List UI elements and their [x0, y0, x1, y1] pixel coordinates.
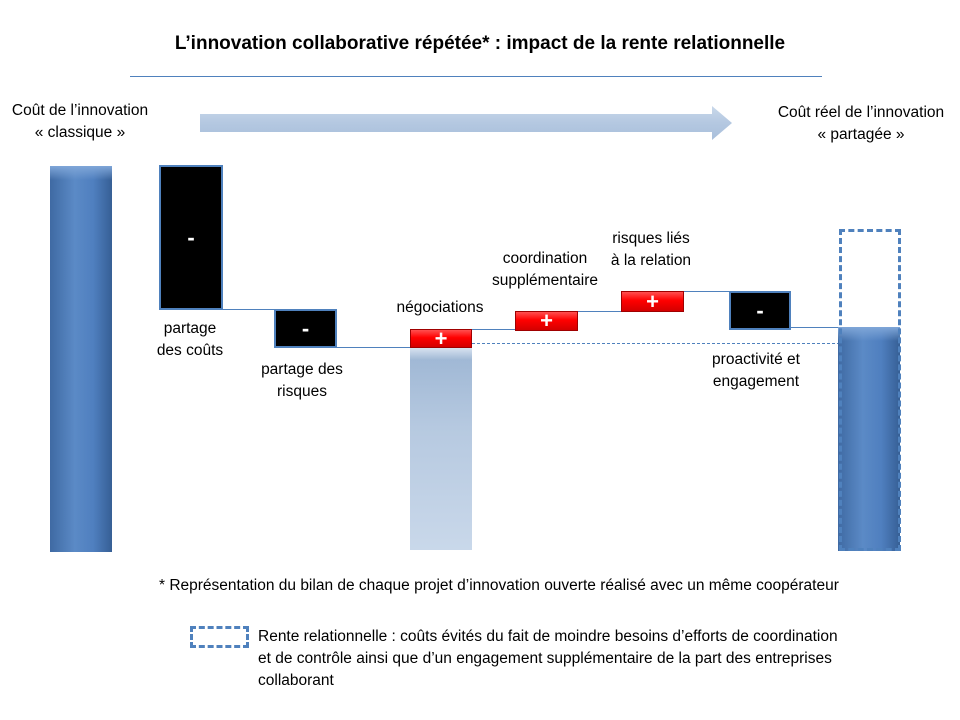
- start-label: Coût de l’innovation « classique »: [0, 100, 160, 144]
- step-label-line: des coûts: [156, 342, 224, 359]
- step-box-proactivity: -: [729, 291, 791, 330]
- title-underline: [130, 76, 822, 77]
- step-box-coordination: +: [515, 308, 578, 333]
- step-box-negotiations: +: [410, 326, 472, 351]
- step-label-relation-risks: risques liés à la relation: [595, 228, 707, 272]
- step-label-cost-sharing: partage des coûts: [140, 318, 240, 362]
- end-label-line1: Coût réel de l’innovation: [777, 104, 945, 121]
- legend-line: collaborant: [258, 672, 334, 689]
- step-label-line: proactivité et: [712, 351, 800, 368]
- connector-line: [578, 311, 622, 312]
- step-label-line: coordination: [502, 250, 588, 267]
- connector-line: [221, 309, 275, 310]
- step-label-negotiations: négociations: [380, 297, 500, 319]
- rent-baseline-dashed: [472, 343, 840, 344]
- intermediate-cost-bar: [410, 346, 472, 550]
- shared-cost-bar: [838, 327, 900, 551]
- step-label-line: risques liés: [612, 230, 690, 247]
- step-label-line: à la relation: [610, 252, 692, 269]
- connector-line: [472, 329, 515, 330]
- step-label-line: partage: [163, 320, 217, 337]
- progress-arrow: [200, 106, 732, 140]
- legend-line: Rente relationnelle : coûts évités du fa…: [258, 628, 838, 645]
- footnote: * Représentation du bilan de chaque proj…: [159, 577, 839, 594]
- step-label-line: risques: [277, 383, 327, 400]
- step-label-proactivity: proactivité et engagement: [690, 349, 822, 393]
- connector-line: [335, 347, 411, 348]
- legend-line: et de contrôle ainsi que d’un engagement…: [258, 650, 832, 667]
- step-label-risk-sharing: partage des risques: [240, 359, 364, 403]
- diagram-title: L’innovation collaborative répétée* : im…: [174, 33, 786, 54]
- step-box-cost-sharing: -: [159, 165, 223, 310]
- step-label-line: engagement: [712, 373, 800, 390]
- start-label-line1: Coût de l’innovation: [11, 102, 149, 119]
- classic-cost-bar: [50, 166, 112, 552]
- step-label-line: supplémentaire: [492, 272, 598, 289]
- start-label-line2: « classique »: [34, 124, 126, 141]
- legend-dashed-swatch: [190, 626, 249, 648]
- step-label-line: partage des: [261, 361, 343, 378]
- step-box-risk-sharing: -: [274, 309, 337, 348]
- plus-sign: +: [434, 325, 448, 351]
- relational-rent-dashed-box: [839, 229, 901, 551]
- minus-sign: -: [187, 224, 195, 250]
- minus-sign: -: [756, 297, 764, 323]
- connector-line: [790, 327, 840, 328]
- step-label-line: négociations: [396, 299, 484, 316]
- end-label: Coût réel de l’innovation « partagée »: [760, 102, 960, 146]
- end-label-line2: « partagée »: [817, 126, 905, 143]
- plus-sign: +: [646, 288, 659, 314]
- minus-sign: -: [301, 315, 310, 341]
- plus-sign: +: [540, 308, 553, 333]
- step-label-coordination: coordination supplémentaire: [480, 248, 610, 292]
- legend-text: Rente relationnelle : coûts évités du fa…: [258, 626, 948, 692]
- step-box-relation-risks: +: [621, 288, 684, 314]
- connector-line: [684, 291, 730, 292]
